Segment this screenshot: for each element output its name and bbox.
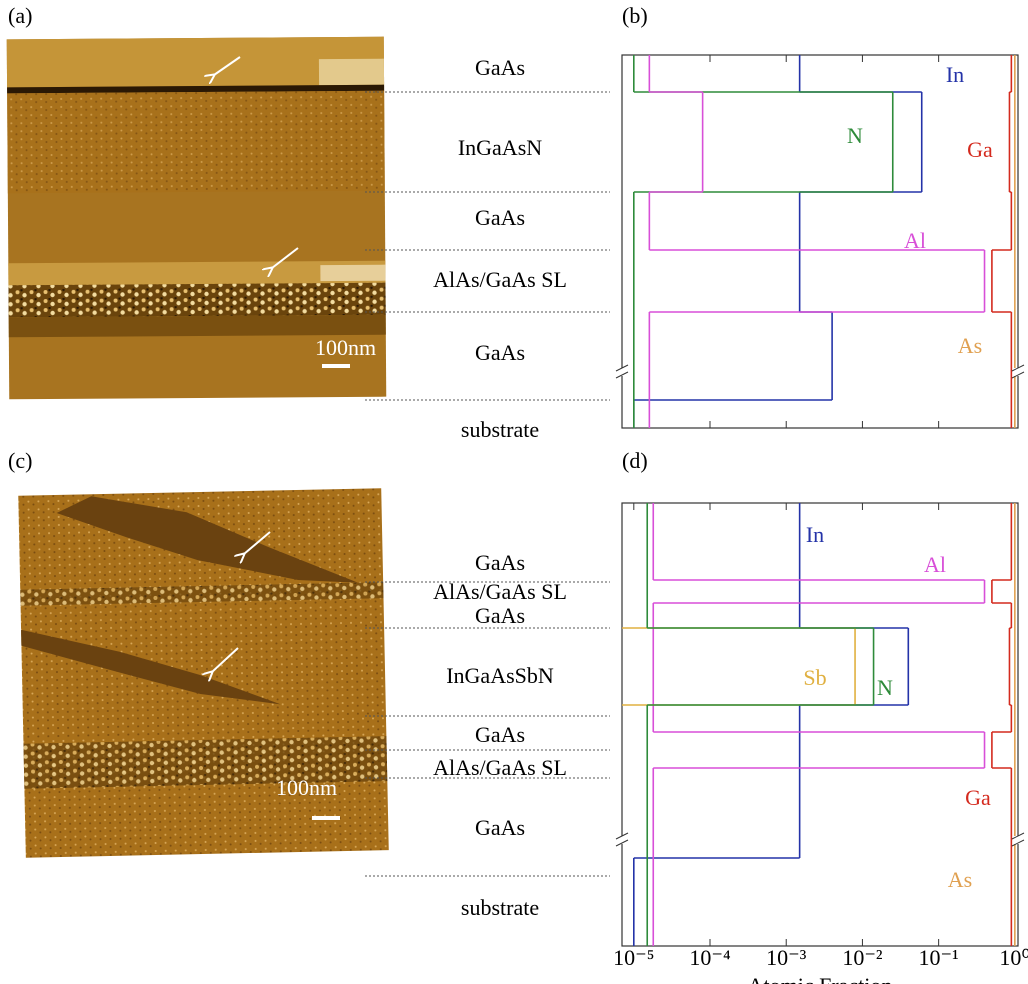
x-tick-label: 10⁻¹ bbox=[919, 945, 959, 970]
series-label: Al bbox=[924, 552, 946, 577]
layer-label: AlAs/GaAs SL bbox=[433, 267, 567, 292]
layer-label: substrate bbox=[461, 417, 539, 442]
layer-label: InGaAsN bbox=[458, 135, 542, 160]
series-label: As bbox=[948, 867, 972, 892]
x-tick-label: 10⁰ bbox=[999, 945, 1028, 970]
panel-label: (b) bbox=[622, 3, 648, 28]
series-label: Sb bbox=[803, 665, 826, 690]
panel-label: (c) bbox=[8, 448, 32, 473]
layer-label: GaAs bbox=[475, 55, 525, 80]
series-label: As bbox=[958, 333, 982, 358]
x-tick-label: 10⁻⁴ bbox=[689, 945, 731, 970]
scale-bar-label: 100nm bbox=[315, 335, 376, 360]
series-label: Al bbox=[904, 228, 926, 253]
layer-label: substrate bbox=[461, 895, 539, 920]
x-axis-label: Atomic Fraction bbox=[748, 973, 893, 984]
scale-bar-label: 100nm bbox=[276, 775, 337, 800]
afm-image-c bbox=[18, 488, 389, 858]
series-label: Ga bbox=[965, 785, 991, 810]
series-label: In bbox=[946, 62, 964, 87]
series-label: In bbox=[806, 522, 824, 547]
layer-label: GaAs bbox=[475, 722, 525, 747]
layer-label: InGaAsSbN bbox=[446, 663, 554, 688]
layer-label: AlAs/GaAs SL bbox=[433, 579, 567, 604]
layer-label: AlAs/GaAs SL bbox=[433, 755, 567, 780]
layer-label: GaAs bbox=[475, 815, 525, 840]
layer-label: GaAs bbox=[475, 205, 525, 230]
x-tick-label: 10⁻² bbox=[842, 945, 883, 970]
panel-label: (d) bbox=[622, 448, 648, 473]
layer-label: GaAs bbox=[475, 603, 525, 628]
x-tick-label: 10⁻⁵ bbox=[613, 945, 654, 970]
figure: 100nm (a) 100nm (c) (b)GaAsInGaAsNGaAsAl… bbox=[0, 0, 1028, 984]
series-label: N bbox=[847, 123, 863, 148]
layer-label: GaAs bbox=[475, 340, 525, 365]
series-label: Ga bbox=[967, 137, 993, 162]
x-tick-label: 10⁻³ bbox=[766, 945, 807, 970]
series-label: N bbox=[877, 675, 893, 700]
panel-label: (a) bbox=[8, 3, 32, 28]
plot-frame bbox=[622, 55, 1018, 428]
layer-label: GaAs bbox=[475, 550, 525, 575]
